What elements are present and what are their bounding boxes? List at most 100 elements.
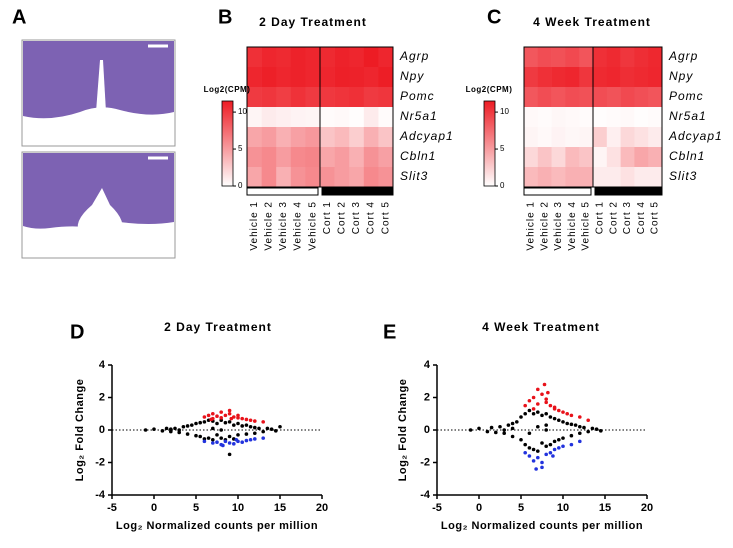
point (561, 444, 565, 449)
point (244, 432, 249, 436)
group-bar (321, 187, 394, 196)
point (531, 407, 536, 411)
heatmap-cell (261, 107, 277, 128)
point (209, 417, 213, 422)
heatmap-cell (290, 47, 306, 68)
x-tick-label: 5 (518, 502, 524, 514)
point (498, 424, 502, 429)
heatmap-cell (579, 127, 594, 148)
heatmap-cell (620, 147, 635, 168)
row-label: Cbln1 (669, 149, 705, 163)
heatmap-cell (320, 107, 335, 128)
heatmap-cell (363, 107, 379, 128)
point (557, 418, 561, 423)
heatmap-cell (247, 87, 262, 108)
point (211, 426, 215, 431)
point (219, 416, 223, 420)
lesion (77, 188, 123, 234)
point (561, 410, 565, 414)
heatmap-cell (378, 147, 394, 168)
chart-title: 2 Day Treatment (259, 15, 367, 29)
column-label: Cort 2 (337, 201, 348, 234)
point (194, 421, 198, 426)
x-tick-label: 10 (557, 502, 569, 514)
heatmap-cell (537, 107, 552, 128)
column-label: Vehicle 2 (539, 201, 550, 251)
column-label: Vehicle 4 (567, 201, 578, 251)
heatmap-cell (334, 67, 350, 88)
point (223, 413, 228, 418)
heatmap-cell (634, 67, 649, 88)
point (502, 431, 507, 436)
point (594, 427, 599, 431)
point (561, 436, 565, 440)
row-label: Npy (400, 69, 424, 83)
point (190, 423, 194, 427)
heatmap-cell (524, 127, 539, 148)
point (468, 428, 473, 432)
point (265, 426, 270, 431)
heatmap-cell (565, 167, 580, 188)
colorbar-tick-label: 10 (238, 107, 247, 116)
point (202, 420, 207, 424)
point (540, 460, 544, 465)
point (269, 427, 274, 431)
column-label: Cort 1 (595, 201, 606, 234)
heatmap-cell (579, 47, 594, 68)
point (548, 403, 553, 408)
heatmap-cell (261, 47, 277, 68)
column-label: Vehicle 4 (293, 201, 304, 251)
column-label: Cort 1 (322, 201, 333, 234)
point (244, 423, 249, 427)
heatmap-cell (363, 147, 379, 168)
panel-label: E (383, 321, 396, 343)
point (569, 422, 574, 427)
heatmap-cell (551, 107, 566, 128)
x-axis-label: Log₂ Normalized counts per million (116, 520, 318, 532)
point (227, 408, 232, 413)
row-label: Agrp (668, 49, 698, 63)
heatmap-cell (648, 67, 663, 88)
row-label: Adcyap1 (668, 129, 723, 143)
column-label: Vehicle 1 (249, 201, 260, 251)
heatmap-cell (620, 107, 635, 128)
colorbar-title: Log2(CPM) (466, 85, 513, 94)
point (578, 431, 582, 436)
point (185, 424, 190, 428)
point (523, 450, 527, 455)
point (548, 415, 553, 419)
heatmap-cell (276, 167, 292, 188)
point (536, 402, 540, 406)
heatmap-cell (320, 87, 335, 108)
heatmap-cell (378, 107, 394, 128)
point (527, 431, 532, 436)
heatmap-cell (305, 167, 321, 188)
point (569, 442, 574, 447)
point (527, 454, 532, 458)
x-tick-label: 15 (599, 502, 611, 514)
point (227, 434, 232, 439)
heatmap-cell (334, 107, 350, 128)
heatmap-cell (247, 127, 262, 148)
heatmap-cell (634, 47, 649, 68)
chart-title: 2 Day Treatment (164, 320, 272, 334)
heatmap-cell (537, 67, 552, 88)
column-label: Cort 4 (366, 201, 377, 234)
point (534, 467, 538, 471)
heatmap-cell (305, 47, 321, 68)
heatmap-cell (349, 67, 365, 88)
point (219, 436, 223, 440)
point (527, 408, 532, 413)
heatmap-cell (334, 147, 350, 168)
heatmap-cell (276, 47, 292, 68)
column-label: Cort 5 (380, 201, 391, 234)
heatmap-cell (290, 87, 306, 108)
heatmap-cell (247, 67, 262, 88)
heatmap-cell (276, 147, 292, 168)
point (206, 436, 211, 440)
heatmap-cell (363, 67, 379, 88)
point (253, 437, 257, 441)
colorbar-tick-label: 5 (500, 144, 505, 153)
point (211, 411, 215, 416)
point (223, 439, 228, 444)
